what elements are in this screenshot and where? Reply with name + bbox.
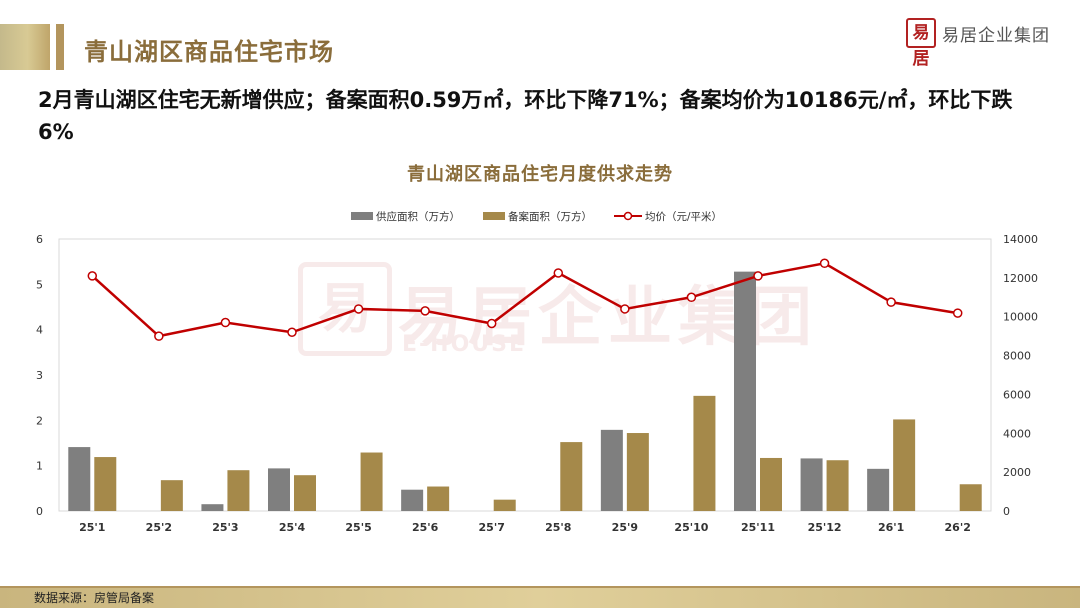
legend-swatch-filed xyxy=(483,212,505,220)
right-axis-tick-label: 0 xyxy=(1003,505,1010,518)
left-axis-tick-label: 5 xyxy=(36,278,43,291)
right-axis-tick-label: 12000 xyxy=(1003,272,1038,285)
price-point xyxy=(87,271,98,281)
price-point xyxy=(220,317,231,328)
page-title: 青山湖区商品住宅市场 xyxy=(84,38,334,66)
logo-text: 易居企业集团 xyxy=(942,25,1050,46)
left-axis-tick-label: 6 xyxy=(36,233,43,246)
right-axis-tick-label: 14000 xyxy=(1003,233,1038,246)
left-axis-tick-label: 3 xyxy=(36,369,43,382)
right-axis-tick-label: 10000 xyxy=(1003,311,1038,324)
supply-bar xyxy=(201,504,224,511)
x-axis-tick-label: 25'9 xyxy=(612,521,638,534)
supply-bar xyxy=(268,468,290,511)
price-point xyxy=(686,292,697,303)
legend-label-price: 均价（元/平米） xyxy=(645,210,722,223)
filed-bar xyxy=(493,499,516,511)
supply-bar xyxy=(867,468,890,511)
filed-bar xyxy=(626,433,649,511)
legend-label-supply: 供应面积（万方） xyxy=(376,210,460,223)
supply-bar xyxy=(800,458,823,511)
filed-bar xyxy=(893,419,916,511)
right-axis-tick-label: 2000 xyxy=(1003,466,1031,479)
right-axis-tick-label: 4000 xyxy=(1003,427,1031,440)
price-point xyxy=(620,304,630,314)
supply-bar xyxy=(734,271,756,511)
filed-bar xyxy=(760,457,782,511)
footer-band xyxy=(0,588,1080,608)
x-axis-tick-label: 25'3 xyxy=(212,521,238,534)
logo-seal-icon: 易居 xyxy=(906,18,936,69)
filed-bar xyxy=(160,480,183,511)
plot-area xyxy=(58,238,992,512)
price-point xyxy=(753,271,763,281)
supply-bar xyxy=(68,447,91,511)
price-line xyxy=(91,261,958,338)
left-axis-tick-label: 0 xyxy=(36,505,43,518)
filed-bar xyxy=(294,475,316,511)
left-axis-tick-label: 4 xyxy=(36,324,43,337)
logo-seal-text: 易居 xyxy=(912,23,930,69)
right-axis-tick-label: 6000 xyxy=(1003,388,1031,401)
price-point xyxy=(154,331,164,341)
x-axis-tick-label: 25'7 xyxy=(479,521,505,534)
x-axis-tick-label: 25'8 xyxy=(545,521,571,534)
price-point xyxy=(553,268,564,278)
price-point xyxy=(486,318,497,329)
x-axis-tick-label: 25'1 xyxy=(79,521,105,534)
x-axis-tick-label: 25'12 xyxy=(808,521,842,534)
price-point xyxy=(353,304,364,314)
filed-bar xyxy=(959,484,982,511)
filed-bar xyxy=(360,452,383,511)
price-point xyxy=(287,327,297,338)
filed-bar xyxy=(427,486,450,511)
x-axis-tick-label: 25'4 xyxy=(279,521,306,534)
supply-bar xyxy=(600,429,623,511)
legend-label-filed: 备案面积（万方） xyxy=(508,210,592,223)
filed-bar xyxy=(560,442,583,511)
filed-bar xyxy=(693,395,716,511)
price-point xyxy=(819,258,830,269)
company-logo: 易居 易居企业集团 xyxy=(906,18,1050,69)
left-axis-tick-label: 2 xyxy=(36,414,43,427)
filed-bar xyxy=(227,470,250,511)
price-point xyxy=(952,308,963,318)
header-bar xyxy=(0,24,50,70)
x-axis-tick-label: 26'2 xyxy=(945,521,971,534)
filed-bar xyxy=(94,457,117,511)
footer-line xyxy=(0,586,1080,588)
legend-swatch-supply xyxy=(351,212,373,220)
header-accent xyxy=(56,24,64,70)
legend-marker-price xyxy=(623,211,633,221)
right-axis-tick-label: 8000 xyxy=(1003,350,1031,363)
x-axis-tick-label: 25'6 xyxy=(412,521,439,534)
filed-bar xyxy=(826,460,849,511)
source-note: 数据来源：房管局备案 xyxy=(34,591,155,605)
supply-bar xyxy=(401,489,424,511)
x-axis-tick-label: 25'11 xyxy=(741,521,775,534)
x-axis-tick-label: 25'10 xyxy=(674,521,708,534)
x-axis-tick-label: 26'1 xyxy=(878,521,904,534)
x-axis-tick-label: 25'5 xyxy=(345,521,371,534)
chart-title: 青山湖区商品住宅月度供求走势 xyxy=(407,164,673,185)
headline: 2月青山湖区住宅无新增供应；备案面积0.59万㎡，环比下降71%；备案均价为10… xyxy=(38,88,1013,144)
price-point xyxy=(420,306,430,316)
left-axis-tick-label: 1 xyxy=(36,460,43,473)
price-point xyxy=(886,297,896,307)
x-axis-tick-label: 25'2 xyxy=(146,521,172,534)
